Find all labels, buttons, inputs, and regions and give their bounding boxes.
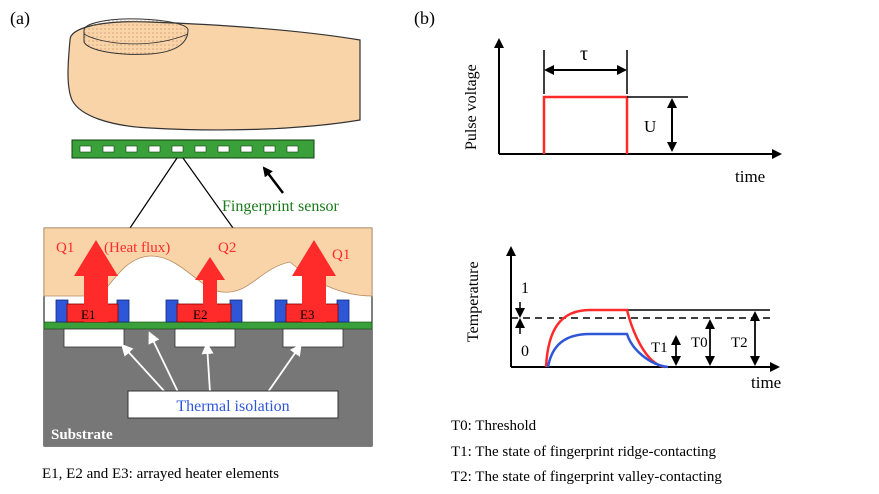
- label-e2: E2: [193, 307, 207, 322]
- panel-a-caption: E1, E2 and E3: arrayed heater elements: [42, 466, 279, 482]
- label-q1-left: Q1: [56, 240, 74, 256]
- isolation-cavity-1: [63, 328, 125, 348]
- legend-t1: T1: The state of fingerprint ridge-conta…: [451, 444, 717, 460]
- temperature-plot: 1 0 T1 T0 T2 Temperature time: [465, 246, 781, 392]
- heat-flux-arrow-e2: [195, 257, 225, 322]
- zoom-line-right: [182, 157, 234, 229]
- sensor-cell: [148, 145, 161, 153]
- substrate-label: Substrate: [51, 427, 113, 443]
- label-e3: E3: [300, 307, 314, 322]
- pulse-x-label: time: [735, 167, 765, 186]
- temp-y-label: Temperature: [465, 261, 482, 342]
- level-one-label: 1: [521, 280, 529, 297]
- label-e1: E1: [81, 307, 95, 322]
- isolation-arrow-4: [267, 343, 302, 393]
- heat-flux-arrow-e3: [292, 240, 336, 322]
- legend-t0: T0: Threshold: [451, 418, 537, 434]
- t2-label: T2: [731, 335, 748, 351]
- curve-valley-contact: [544, 308, 666, 369]
- thermal-isolation-box: [127, 390, 339, 419]
- u-label: U: [644, 117, 656, 136]
- sensor-cell: [286, 145, 299, 153]
- curve-ridge-contact: [546, 332, 669, 369]
- label-q2: Q2: [218, 240, 236, 256]
- temp-x-label: time: [751, 373, 781, 392]
- tau-label: τ: [580, 43, 588, 65]
- zoom-line-left: [129, 157, 178, 229]
- panel-a-label: (a): [10, 8, 30, 29]
- finger-illustration: [67, 18, 361, 131]
- pulse-voltage-plot: τ U Pulse voltage time: [463, 38, 782, 186]
- sensor-cell: [240, 145, 253, 153]
- label-heat-flux: (Heat flux): [104, 240, 170, 256]
- label-q1-right: Q1: [332, 247, 350, 263]
- sensor-cell: [171, 145, 184, 153]
- pulse-y-label: Pulse voltage: [463, 64, 480, 150]
- panel-b-label: (b): [414, 8, 435, 29]
- sensor-cell: [194, 145, 207, 153]
- heater-element-e1: [55, 299, 130, 323]
- sensor-pointer-arrow: [262, 166, 284, 194]
- level-zero-label: 0: [521, 343, 529, 360]
- isolation-arrow-3: [201, 342, 214, 393]
- sensor-cell: [217, 145, 230, 153]
- heat-flux-arrow-e1: [74, 240, 118, 322]
- sensor-label: Fingerprint sensor: [222, 198, 340, 215]
- pulse-signal: [542, 95, 629, 154]
- isolation-cavity-3: [282, 328, 344, 348]
- legend-t2: T2: The state of fingerprint valley-cont…: [451, 469, 722, 485]
- cross-section: E1 E2 E3 Q1 (Heat flux) Q2 Q1 Thermal is…: [43, 227, 373, 447]
- sensor-cell: [79, 145, 92, 153]
- isolation-arrow-2: [148, 331, 179, 393]
- sensor-cell: [102, 145, 115, 153]
- sensor-cell: [125, 145, 138, 153]
- fingerprint-sensor-strip: [71, 139, 315, 159]
- isolation-cavity-2: [174, 328, 236, 348]
- thermal-isolation-label: Thermal isolation: [176, 398, 289, 415]
- isolation-arrow-1: [120, 343, 166, 393]
- t1-label: T1: [651, 340, 668, 356]
- t0-label: T0: [691, 335, 708, 351]
- membrane-layer: [43, 321, 373, 330]
- sensor-cell: [263, 145, 276, 153]
